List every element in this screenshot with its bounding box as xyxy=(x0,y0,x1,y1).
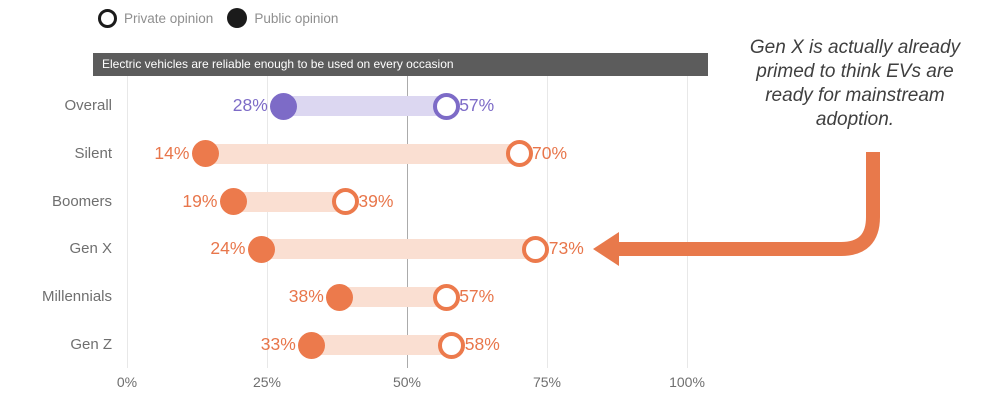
open-circle-icon xyxy=(98,8,117,28)
x-tick-25%: 25% xyxy=(252,374,282,390)
public-opinion-marker xyxy=(298,331,326,359)
private-opinion-marker xyxy=(505,140,533,168)
dumbbell-band xyxy=(283,96,447,116)
annotation-text: Gen X is actually already primed to thin… xyxy=(749,37,961,130)
legend: Private opinion Public opinion xyxy=(98,8,338,28)
category-label: Boomers xyxy=(51,192,112,210)
public-value-label: 28% xyxy=(232,95,268,115)
x-tick-0%: 0% xyxy=(116,374,138,390)
private-value-label: 70% xyxy=(532,142,568,163)
gridline-100% xyxy=(687,76,688,368)
filled-circle-icon xyxy=(227,8,248,28)
public-opinion-marker xyxy=(326,283,354,311)
public-value-label: 33% xyxy=(260,334,296,354)
x-tick-100%: 100% xyxy=(669,374,705,390)
category-label: Overall xyxy=(64,97,112,114)
gridline-50% xyxy=(407,76,408,368)
private-value-label: 73% xyxy=(548,238,584,259)
private-value-label: 58% xyxy=(464,334,500,354)
x-tick-50%: 50% xyxy=(392,374,422,390)
private-opinion-marker xyxy=(432,92,460,120)
public-value-label: 24% xyxy=(210,238,246,259)
private-opinion-marker xyxy=(522,235,550,263)
private-value-label: 57% xyxy=(459,286,495,307)
statement-bar: Electric vehicles are reliable enough to… xyxy=(93,53,708,76)
gridline-75% xyxy=(547,76,548,368)
public-opinion-marker xyxy=(219,188,247,216)
public-opinion-marker xyxy=(270,92,298,120)
public-value-label: 38% xyxy=(288,286,324,307)
public-value-label: 14% xyxy=(154,142,190,163)
legend-item-public: Public opinion xyxy=(227,8,338,28)
gridline-25% xyxy=(267,76,268,368)
category-label: Millennials xyxy=(41,288,112,306)
gridline-0% xyxy=(127,76,128,368)
category-label: Gen X xyxy=(69,240,112,258)
private-opinion-marker xyxy=(438,331,466,359)
category-label: Silent xyxy=(74,144,112,162)
dumbbell-band xyxy=(339,287,447,308)
dumbbell-band xyxy=(205,143,519,164)
private-value-label: 57% xyxy=(459,95,495,115)
dumbbell-band xyxy=(311,335,452,355)
legend-item-private: Private opinion xyxy=(98,8,214,28)
dumbbell-band xyxy=(233,191,346,212)
x-tick-75%: 75% xyxy=(532,374,562,390)
public-value-label: 19% xyxy=(182,190,218,211)
legend-public-label: Public opinion xyxy=(254,10,339,26)
annotation-arrow-icon xyxy=(593,152,880,266)
public-opinion-marker xyxy=(247,235,275,263)
legend-private-label: Private opinion xyxy=(124,10,214,26)
private-opinion-marker xyxy=(331,188,359,216)
private-opinion-marker xyxy=(432,283,460,311)
private-value-label: 39% xyxy=(358,190,394,211)
dumbbell-band xyxy=(261,239,536,260)
public-opinion-marker xyxy=(191,140,219,168)
category-label: Gen Z xyxy=(70,336,112,353)
